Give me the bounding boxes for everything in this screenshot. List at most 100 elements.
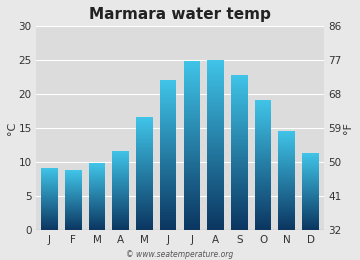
Bar (65, 228, 81, 229)
Bar (279, 133, 295, 134)
Bar (112, 203, 129, 204)
Bar (255, 160, 271, 161)
Bar (65, 205, 81, 206)
Bar (207, 105, 224, 106)
Bar (255, 144, 271, 145)
Bar (207, 191, 224, 192)
Bar (207, 88, 224, 89)
Bar (231, 104, 248, 105)
Bar (65, 196, 81, 197)
Bar (207, 147, 224, 148)
Bar (255, 134, 271, 135)
Bar (65, 194, 81, 195)
Bar (255, 147, 271, 148)
Bar (160, 202, 176, 203)
Bar (255, 188, 271, 189)
Bar (89, 172, 105, 173)
Bar (160, 187, 176, 188)
Bar (207, 93, 224, 94)
Bar (136, 168, 153, 169)
Bar (184, 94, 200, 95)
Bar (279, 213, 295, 214)
Bar (112, 169, 129, 170)
Bar (184, 91, 200, 92)
Bar (160, 131, 176, 132)
Bar (207, 142, 224, 143)
Bar (255, 215, 271, 216)
Bar (65, 219, 81, 220)
Bar (207, 166, 224, 167)
Bar (207, 150, 224, 151)
Bar (302, 202, 319, 203)
Bar (184, 127, 200, 128)
Bar (184, 79, 200, 80)
Bar (255, 162, 271, 163)
Bar (207, 213, 224, 214)
Bar (255, 140, 271, 141)
Bar (207, 109, 224, 110)
Bar (160, 168, 176, 169)
Bar (160, 212, 176, 213)
Bar (279, 202, 295, 203)
Bar (65, 220, 81, 221)
Bar (89, 172, 105, 173)
Bar (112, 170, 129, 171)
Bar (255, 196, 271, 197)
Bar (112, 178, 129, 179)
Bar (302, 156, 319, 157)
Bar (231, 215, 248, 216)
Bar (184, 190, 200, 191)
Bar (207, 135, 224, 136)
Bar (184, 202, 200, 203)
Bar (302, 207, 319, 208)
Bar (184, 104, 200, 105)
Bar (302, 179, 319, 180)
Bar (255, 122, 271, 123)
Bar (184, 225, 200, 226)
Bar (65, 229, 81, 230)
Bar (231, 170, 248, 171)
Bar (41, 169, 58, 170)
Bar (65, 227, 81, 228)
Bar (160, 110, 176, 111)
Bar (279, 190, 295, 191)
Bar (279, 197, 295, 198)
Bar (65, 180, 81, 181)
Bar (255, 192, 271, 193)
Bar (136, 199, 153, 200)
Bar (279, 227, 295, 228)
Bar (184, 83, 200, 85)
Bar (41, 214, 58, 215)
Bar (41, 229, 58, 230)
Bar (112, 178, 129, 179)
Bar (231, 177, 248, 178)
Bar (255, 223, 271, 224)
Bar (231, 225, 248, 226)
Bar (231, 182, 248, 183)
Bar (160, 222, 176, 223)
Bar (112, 190, 129, 191)
Bar (231, 99, 248, 100)
Bar (231, 76, 248, 77)
Bar (207, 216, 224, 217)
Bar (41, 214, 58, 215)
Bar (231, 122, 248, 123)
Bar (184, 134, 200, 135)
Bar (184, 109, 200, 110)
Bar (160, 120, 176, 121)
Bar (255, 126, 271, 127)
Bar (255, 107, 271, 108)
Bar (89, 166, 105, 167)
Bar (279, 192, 295, 193)
Bar (160, 179, 176, 180)
Bar (184, 77, 200, 79)
Bar (65, 202, 81, 203)
Bar (255, 228, 271, 229)
Bar (136, 217, 153, 218)
Bar (302, 170, 319, 171)
Bar (89, 165, 105, 166)
Bar (136, 135, 153, 136)
Bar (302, 172, 319, 173)
Bar (112, 223, 129, 224)
Bar (184, 118, 200, 119)
